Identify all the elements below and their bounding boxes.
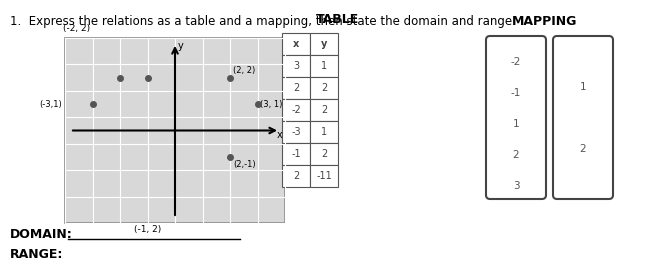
- Text: (2, 2): (2, 2): [233, 66, 255, 75]
- Text: 1: 1: [321, 61, 327, 71]
- Bar: [282, 33, 310, 55]
- Text: -1: -1: [291, 149, 301, 159]
- Text: MAPPING: MAPPING: [513, 15, 578, 28]
- Bar: [282, 99, 310, 121]
- Text: (3, 1): (3, 1): [260, 100, 283, 109]
- Text: DOMAIN:: DOMAIN:: [10, 229, 73, 242]
- Text: -2: -2: [511, 57, 521, 67]
- FancyBboxPatch shape: [65, 38, 285, 223]
- Bar: [310, 165, 338, 187]
- Text: x: x: [276, 130, 282, 141]
- Text: 1: 1: [513, 119, 519, 129]
- Text: 1.  Express the relations as a table and a mapping, then state the domain and ra: 1. Express the relations as a table and …: [10, 15, 516, 28]
- Bar: [282, 165, 310, 187]
- Text: 2: 2: [321, 105, 327, 115]
- Text: (-3,1): (-3,1): [39, 100, 62, 109]
- FancyBboxPatch shape: [553, 36, 613, 199]
- Bar: [282, 121, 310, 143]
- Text: 2: 2: [321, 149, 327, 159]
- Text: RANGE:: RANGE:: [10, 248, 63, 262]
- Text: 2: 2: [513, 150, 519, 160]
- Bar: [282, 143, 310, 165]
- Text: 1: 1: [580, 82, 586, 91]
- Text: y: y: [178, 41, 184, 51]
- Text: TABLE: TABLE: [316, 13, 360, 26]
- Text: (-1, 2): (-1, 2): [134, 225, 161, 234]
- Text: -1: -1: [511, 88, 521, 98]
- Bar: [310, 33, 338, 55]
- Text: -3: -3: [291, 127, 301, 137]
- Bar: [282, 77, 310, 99]
- Text: x: x: [293, 39, 299, 49]
- Bar: [310, 55, 338, 77]
- Text: 2: 2: [293, 83, 299, 93]
- Text: (2,-1): (2,-1): [233, 160, 256, 169]
- Text: y: y: [321, 39, 327, 49]
- FancyBboxPatch shape: [486, 36, 546, 199]
- Text: 2: 2: [580, 144, 586, 153]
- Text: 2: 2: [321, 83, 327, 93]
- Text: 1: 1: [321, 127, 327, 137]
- Bar: [310, 143, 338, 165]
- Bar: [310, 99, 338, 121]
- Text: 3: 3: [513, 181, 519, 191]
- Text: 2: 2: [293, 171, 299, 181]
- Text: (-2, 2): (-2, 2): [63, 24, 90, 33]
- Text: -11: -11: [316, 171, 332, 181]
- Text: -2: -2: [291, 105, 301, 115]
- Bar: [282, 55, 310, 77]
- Bar: [310, 121, 338, 143]
- Bar: [310, 77, 338, 99]
- Text: 3: 3: [293, 61, 299, 71]
